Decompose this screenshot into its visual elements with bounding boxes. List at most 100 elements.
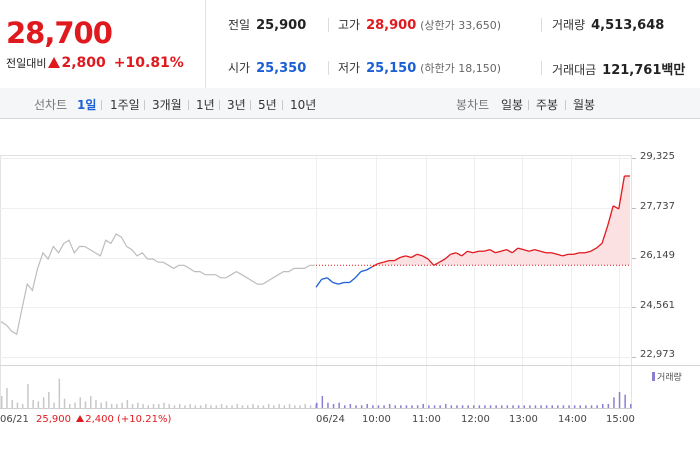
volume-bar: [338, 402, 340, 408]
volume-bar: [568, 405, 570, 408]
volume-bar: [478, 405, 481, 408]
volume-bar: [84, 401, 87, 408]
volume-bar: [613, 397, 615, 408]
volume-bar: [602, 404, 604, 408]
change-percent: +10.81%: [113, 55, 184, 71]
volume-bar: [58, 378, 61, 408]
up-triangle-icon: [48, 57, 61, 68]
volume-bar: [288, 404, 291, 408]
volume-bar: [562, 405, 565, 408]
price-segment-up: [433, 261, 440, 266]
volume-bar: [579, 405, 581, 408]
tab-weekly-candle[interactable]: 주봉: [536, 98, 559, 112]
stat-value: 28,900: [366, 18, 417, 33]
volume-bar: [388, 404, 391, 408]
volume-bar: [11, 400, 13, 408]
volume-bar: [1, 396, 3, 408]
prev-day-change-percent: (+10.21%): [117, 414, 172, 425]
stat-value: 4,513,648: [591, 18, 665, 33]
stat-unit: 백만: [661, 63, 686, 78]
tab-1week[interactable]: 1주일: [110, 98, 140, 112]
tab-1year[interactable]: 1년: [196, 98, 215, 112]
price-segment-up: [551, 252, 558, 255]
volume-bar: [517, 405, 520, 408]
volume-bar: [372, 405, 374, 408]
tab-5years[interactable]: 5년: [258, 98, 277, 112]
line-chart-label: 선차트: [34, 98, 68, 112]
volume-bar: [90, 396, 92, 408]
volume-bar: [366, 404, 368, 408]
price-segment-up: [584, 250, 591, 254]
volume-bar: [294, 405, 296, 408]
volume-bar: [304, 404, 306, 408]
volume-bar: [215, 405, 218, 408]
x-tick-label: 12:00: [461, 414, 490, 425]
prev-day-change: 2,400: [85, 414, 114, 425]
volume-bar: [189, 404, 191, 408]
volume-bar: [116, 404, 118, 408]
volume-bar: [422, 404, 424, 408]
volume-bar: [416, 405, 419, 408]
volume-bar: [131, 404, 134, 408]
volume-bar: [53, 402, 55, 408]
volume-bar: [557, 405, 559, 408]
price-segment-up: [511, 247, 519, 254]
volume-bar: [105, 401, 108, 408]
x-tick-label: 15:00: [606, 414, 635, 425]
price-segment-up: [405, 255, 412, 259]
up-triangle-icon: [76, 415, 85, 422]
volume-bar: [456, 405, 458, 408]
volume-bar: [506, 405, 509, 408]
volume-bar: [48, 392, 50, 408]
stat-prev-close: 전일 25,900: [228, 16, 306, 33]
tab-3years[interactable]: 3년: [227, 98, 246, 112]
price-segment-down: [366, 266, 373, 271]
price-segment-up: [450, 252, 457, 255]
price-segment-up: [399, 255, 406, 259]
tab-monthly-candle[interactable]: 월봉: [573, 98, 596, 112]
volume-bar: [262, 405, 265, 408]
volume-bar: [355, 405, 357, 408]
price-segment-up: [573, 252, 580, 255]
volume-bar: [210, 405, 212, 408]
volume-bar: [16, 402, 19, 408]
divider: [541, 18, 542, 32]
candle-chart-label: 봉차트: [456, 98, 490, 112]
price-chart[interactable]: 29,325 27,737 26,149 24,561 22,973 거래량 0…: [0, 120, 700, 450]
chart-canvas: [0, 155, 700, 409]
price-segment-down: [338, 281, 345, 285]
price-segment-up: [601, 225, 609, 244]
price-segment-up: [383, 259, 390, 263]
y-tick-label: 27,737: [640, 201, 675, 212]
stat-label: 시가: [228, 61, 251, 75]
volume-bar: [37, 401, 40, 408]
volume-bar: [231, 405, 233, 408]
volume-bar: [512, 405, 514, 408]
price-segment-down: [360, 269, 367, 273]
stat-volume: 거래량 4,513,648: [552, 16, 664, 33]
volume-bar: [226, 405, 228, 408]
tab-daily-candle[interactable]: 일봉: [501, 98, 524, 112]
stat-open: 시가 25,350: [228, 59, 306, 76]
volume-bar: [439, 405, 441, 408]
prev-day-line: [0, 233, 315, 336]
volume-bar: [540, 405, 542, 408]
x-tick-label: 14:00: [558, 414, 587, 425]
price-segment-up: [489, 249, 496, 254]
volume-bar: [21, 404, 24, 408]
volume-bar: [585, 405, 587, 408]
tab-1day[interactable]: 1일: [77, 98, 97, 112]
volume-bar: [590, 405, 593, 408]
price-segment-up: [523, 248, 530, 252]
volume-bar: [173, 405, 176, 408]
divider: [282, 100, 283, 110]
volume-bar: [501, 405, 503, 408]
volume-bar: [461, 405, 464, 408]
volume-bar: [316, 402, 318, 408]
price-segment-up: [394, 256, 401, 262]
above-baseline-area: [316, 176, 630, 266]
y-tick-label: 26,149: [640, 250, 675, 261]
tab-3months[interactable]: 3개월: [152, 98, 182, 112]
tab-10years[interactable]: 10년: [290, 98, 317, 112]
price-segment-up: [371, 263, 379, 268]
